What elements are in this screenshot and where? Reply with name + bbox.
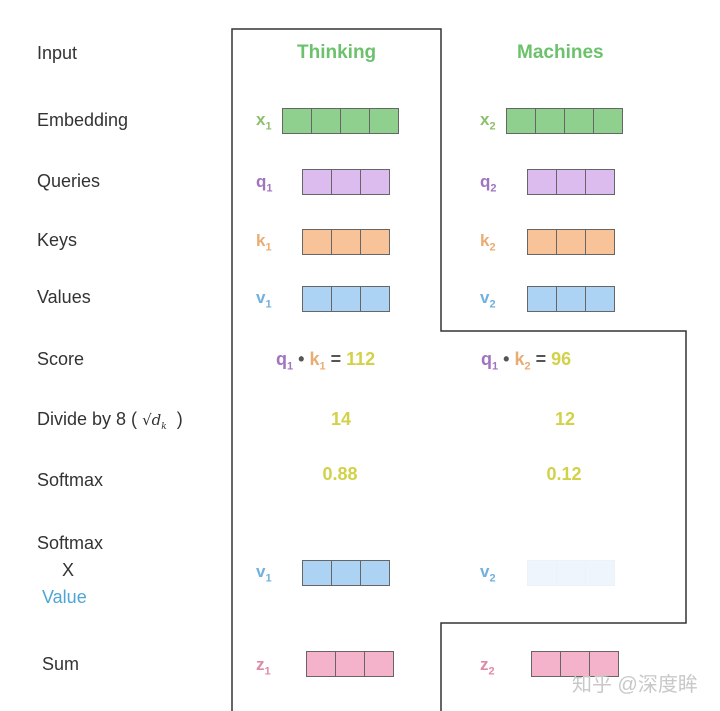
label-z1: z1 (256, 655, 271, 678)
label-q1: q1 (256, 172, 273, 195)
label-weighted-v2: v2 (480, 562, 496, 585)
vector-z2 (531, 651, 619, 677)
label-v2: v2 (480, 288, 496, 311)
label-weighted-v1: v1 (256, 562, 272, 585)
score-1-value: 112 (346, 349, 376, 369)
vector-q1 (302, 169, 390, 195)
row-label-embedding: Embedding (37, 110, 129, 130)
sqrt-d: √d (142, 411, 162, 429)
divided-2: 12 (554, 409, 576, 429)
score-2-value: 96 (551, 349, 572, 369)
dot-icon: • (298, 349, 305, 369)
score-1-q: q1 (276, 349, 294, 373)
row-label-input: Input (37, 43, 78, 63)
vector-v1 (302, 286, 390, 312)
divide-close: ) (176, 409, 183, 429)
divide-text: Divide by 8 ( (37, 409, 138, 429)
softmax-2: 0.12 (546, 464, 582, 484)
watermark: 知乎 @深度眸 (572, 674, 698, 696)
vector-k2 (527, 229, 615, 255)
divided-1: 14 (330, 409, 352, 429)
word-machines: Machines (517, 42, 604, 63)
label-k2: k2 (480, 231, 496, 254)
row-label-sum: Sum (42, 654, 80, 674)
row-label-score: Score (37, 349, 85, 369)
equals: = (330, 349, 342, 369)
equals: = (535, 349, 547, 369)
label-v1: v1 (256, 288, 272, 311)
row-label-values: Values (37, 287, 91, 307)
softmax-1: 0.88 (322, 464, 358, 484)
word-thinking: Thinking (297, 42, 377, 63)
label-x1: x1 (256, 110, 272, 133)
label-x2: x2 (480, 110, 496, 133)
vector-v2 (527, 286, 615, 312)
score-1: q1 • k1 = 112 (276, 349, 375, 373)
row-label-softmax-value-3: Value (42, 587, 87, 607)
label-k1: k1 (256, 231, 272, 254)
score-1-k: k1 (309, 349, 326, 373)
label-q2: q2 (480, 172, 497, 195)
label-z2: z2 (480, 655, 495, 678)
row-label-softmax: Softmax (37, 470, 104, 490)
sqrt-dk: √dk (142, 411, 167, 432)
row-label-softmax-value-1: Softmax (37, 533, 104, 553)
score-2: q1 • k2 = 96 (481, 349, 571, 373)
weighted-vector-v2 (527, 560, 615, 586)
row-label-queries: Queries (37, 171, 101, 191)
dot-icon: • (503, 349, 510, 369)
row-label-keys: Keys (37, 230, 78, 250)
row-label-softmax-value-2: X (62, 560, 75, 580)
row-label-divide: Divide by 8 ( √dk ) (37, 409, 183, 432)
weighted-vector-v1 (302, 560, 390, 586)
vector-x2 (506, 108, 623, 134)
vector-q2 (527, 169, 615, 195)
vector-k1 (302, 229, 390, 255)
vector-x1 (282, 108, 399, 134)
score-2-k: k2 (514, 349, 531, 373)
score-2-q: q1 (481, 349, 499, 373)
sqrt-k: k (161, 422, 167, 432)
vector-z1 (306, 651, 394, 677)
